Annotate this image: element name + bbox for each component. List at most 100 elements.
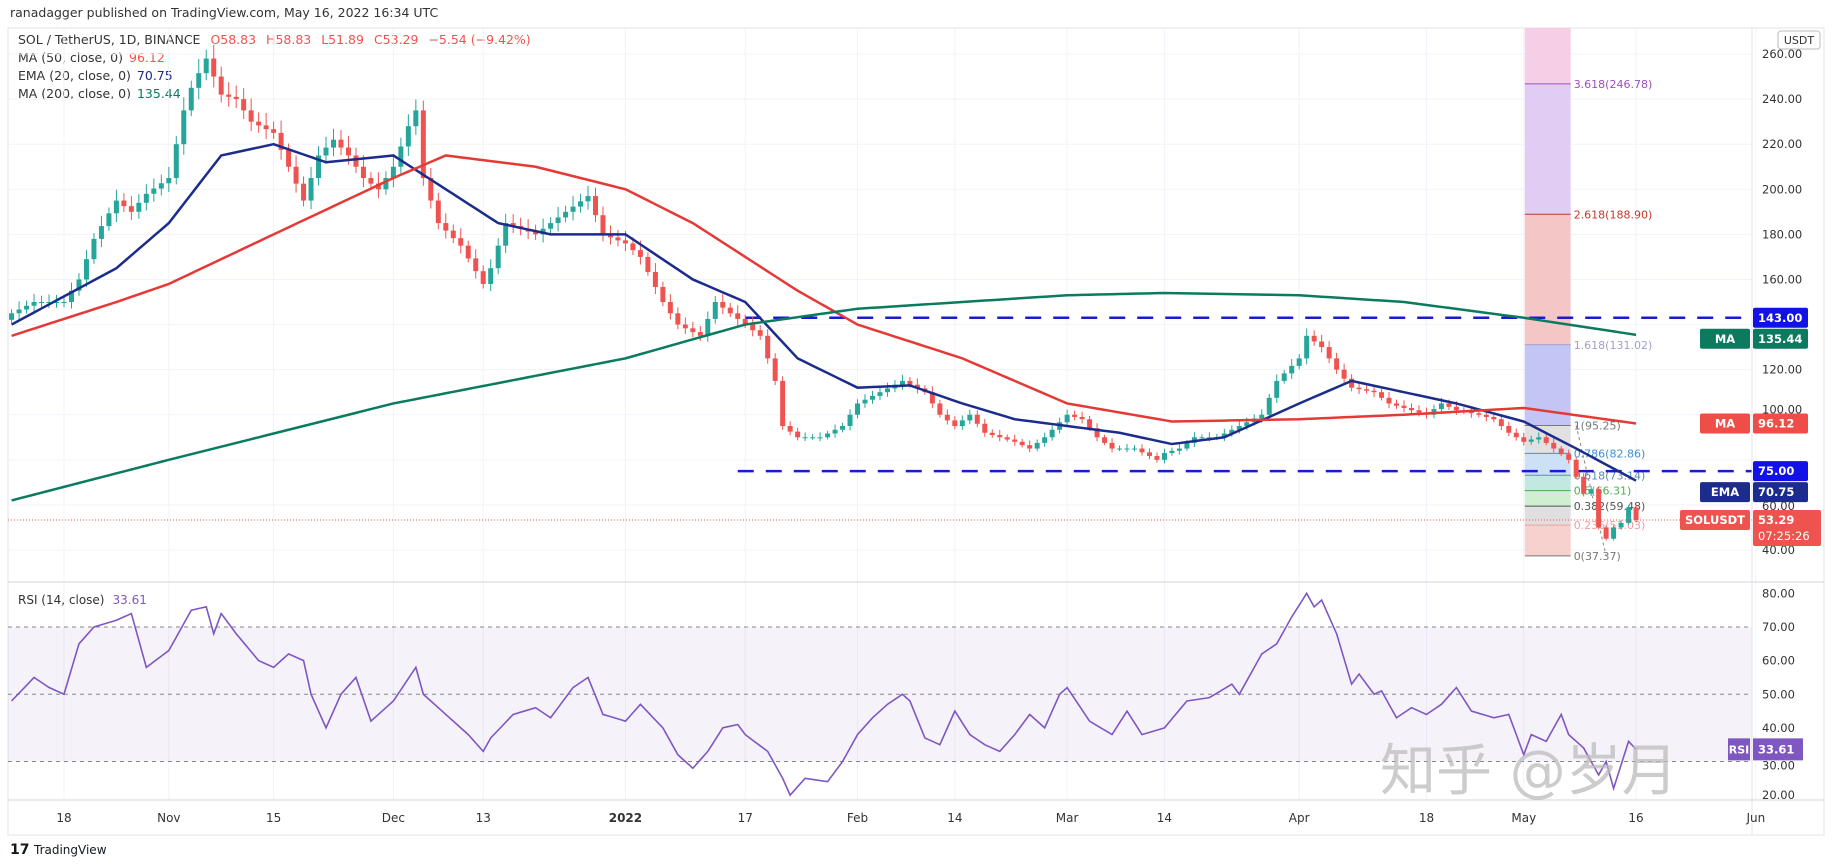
price-tick-label: 240.00 — [1762, 92, 1802, 106]
candle-body — [1326, 347, 1332, 359]
badge-tag — [1700, 328, 1750, 349]
candle-body — [31, 302, 37, 306]
candle-body — [1296, 358, 1302, 366]
price-tick-label: 260.00 — [1762, 47, 1802, 61]
rsi-pane — [8, 591, 1752, 797]
watermark: 知乎 @岁月 — [1380, 739, 1678, 804]
candle-body — [1206, 437, 1212, 439]
candle-body — [1528, 439, 1534, 442]
candle-body — [83, 259, 89, 280]
time-tick-label: May — [1511, 811, 1536, 825]
fib-band — [1524, 83, 1571, 215]
price-tick-label: 180.00 — [1762, 227, 1802, 241]
candle-body — [1446, 403, 1452, 407]
candle-body — [825, 433, 831, 438]
candle-body — [1498, 419, 1504, 427]
rsi-tick-label: 40.00 — [1762, 721, 1795, 735]
candle-body — [802, 437, 808, 439]
candle-body — [1184, 442, 1190, 449]
price-scale[interactable]: 260.00 240.00 220.00 200.00 180.00 160.00 120.… — [1762, 47, 1802, 802]
ema20-legend[interactable]: EMA (20, close, 0) 70.75 — [18, 68, 173, 83]
candle-body — [1259, 414, 1265, 419]
horizontal-levels[interactable] — [737, 316, 1752, 473]
candle-body — [570, 206, 576, 212]
candle-body — [697, 332, 703, 336]
badge-value-text: 96.12 — [1758, 416, 1794, 430]
currency-label[interactable]: USDT — [1777, 30, 1821, 50]
badge-value — [1753, 461, 1808, 482]
candle-body — [450, 230, 456, 239]
fib-band — [1524, 475, 1571, 491]
candle-body — [877, 392, 883, 396]
candle-body — [1004, 437, 1010, 440]
candle-body — [488, 268, 494, 284]
candle-body — [293, 166, 299, 184]
price-tick-label: 100.00 — [1762, 402, 1802, 416]
time-tick-label: 14 — [1157, 811, 1172, 825]
tradingview-logo[interactable]: 𝟭𝟳 TradingView — [10, 842, 107, 858]
candle-body — [54, 302, 60, 304]
candle-body — [690, 328, 696, 333]
candle-body — [899, 380, 905, 385]
candle-body — [143, 193, 149, 203]
candle-body — [884, 388, 890, 393]
rsi-tick-label: 80.00 — [1762, 586, 1795, 600]
ma200-legend[interactable]: MA (200, close, 0) 135.44 — [18, 86, 181, 101]
candle-body — [1161, 453, 1167, 460]
candle-body — [1012, 439, 1018, 442]
candle-body — [929, 392, 935, 404]
candle-body — [989, 432, 995, 436]
candle-body — [68, 290, 74, 303]
low-value: L51.89 — [321, 32, 364, 47]
time-axis[interactable]: 18 Nov 15 Dec 13 2022 17 Feb 14 Mar 14 Apr 18 May 16 Ju… — [56, 811, 1765, 825]
candle-body — [188, 87, 194, 111]
price-tick-label: 200.00 — [1762, 182, 1802, 196]
candle-body — [682, 324, 688, 329]
candle-body — [1618, 522, 1624, 528]
candle-body — [316, 155, 322, 179]
fib-extension-tool[interactable]: 0(37.37)0.236(51.03)0.382(59.48)0.5(66.3… — [1524, 28, 1653, 563]
candle-body — [278, 132, 284, 150]
badge-tag-text: MA — [1715, 416, 1735, 430]
time-tick-label: 2022 — [609, 811, 642, 825]
badge-value-text: 75.00 — [1758, 464, 1794, 478]
candle-body — [593, 196, 599, 216]
candle-body — [1027, 445, 1033, 449]
rsi-tag — [1728, 738, 1750, 761]
candle-body — [795, 431, 801, 438]
symbol-tag — [1680, 510, 1750, 531]
badge-value — [1753, 482, 1808, 503]
candle-body — [1236, 426, 1242, 430]
candle-body — [1244, 422, 1250, 427]
rsi-line — [11, 591, 1637, 797]
candle-body — [1064, 414, 1070, 423]
candle-body — [473, 258, 479, 272]
candle-body — [181, 110, 187, 145]
candle-body — [1304, 335, 1310, 359]
candle-body — [1079, 416, 1085, 420]
candle-body — [480, 271, 486, 284]
tradingview-logo-text: TradingView — [33, 843, 107, 857]
candle-body — [510, 223, 516, 226]
time-tick-label: 18 — [56, 811, 71, 825]
candle-body — [308, 178, 314, 201]
candle-body — [495, 245, 501, 269]
candle-body — [76, 279, 82, 291]
publish-info: ranadagger published on TradingView.com,… — [10, 5, 439, 20]
candle-body — [465, 245, 471, 259]
candle-body — [1154, 456, 1160, 460]
time-tick-label: 17 — [738, 811, 753, 825]
candle-body — [263, 125, 269, 130]
fib-level-label: 2.618(188.90) — [1574, 208, 1653, 221]
candle-body — [420, 110, 426, 179]
candle-body — [1266, 397, 1272, 415]
candle-body — [1536, 437, 1542, 440]
candle-body — [128, 206, 134, 212]
time-tick-label: Feb — [847, 811, 868, 825]
candle-body — [533, 231, 539, 235]
candle-body — [1558, 448, 1564, 455]
candle-body — [600, 215, 606, 235]
badge-tag — [1700, 413, 1750, 434]
candle-body — [301, 183, 307, 201]
